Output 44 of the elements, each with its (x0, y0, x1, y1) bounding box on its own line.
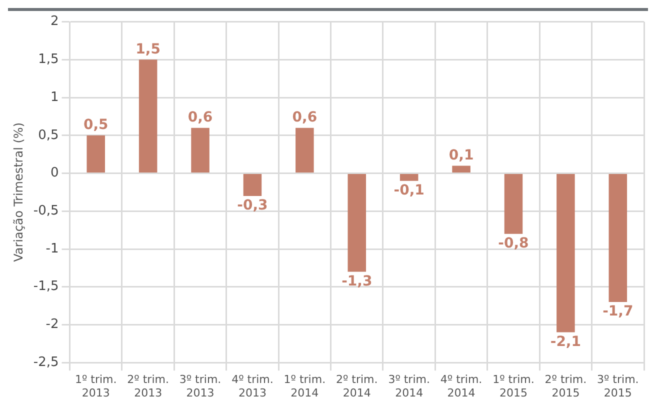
data-label: 0,6 (188, 109, 213, 126)
bar (138, 60, 158, 173)
bar (243, 174, 262, 196)
bar (296, 128, 314, 173)
bar (556, 174, 575, 332)
x-tick-label: 4º trim. 2014 (440, 373, 482, 400)
data-label: -0,1 (394, 182, 424, 198)
data-label: 0,6 (292, 109, 318, 126)
x-tick-label: 1º trim. 2015 (492, 373, 534, 400)
bar (452, 166, 470, 173)
x-tick-label: 2º trim. 2014 (336, 373, 378, 400)
bar (504, 174, 523, 234)
y-axis-title: Variação Trimestral (%) (11, 122, 26, 262)
y-tick-label: -1,5 (33, 279, 59, 294)
y-tick-label: 0,5 (38, 128, 59, 143)
data-label: 0,1 (448, 147, 474, 164)
y-tick-label: 1,5 (38, 52, 59, 68)
x-tick-label: 3º trim. 2013 (179, 373, 222, 400)
x-tick-label: 3º trim. 2014 (388, 373, 430, 400)
x-tick-label: 2º trim. 2013 (127, 373, 169, 400)
y-tick-label: -0,5 (33, 204, 59, 219)
data-label: -1,3 (342, 273, 372, 290)
data-label: -0,8 (498, 235, 529, 252)
x-tick-label: 1º trim. 2014 (284, 373, 326, 400)
x-tick-label: 2º trim. 2015 (544, 373, 587, 400)
y-tick-label: 1 (50, 90, 59, 105)
bar (348, 174, 366, 272)
bar (608, 174, 628, 302)
y-tick-label: 0 (50, 166, 59, 181)
data-label: -1,7 (602, 304, 634, 320)
data-label: -2,1 (550, 334, 582, 350)
x-tick-label: 3º trim. 2015 (597, 373, 639, 400)
data-label: 1,5 (136, 41, 160, 58)
bar (191, 128, 210, 173)
x-tick-label: 1º trim. 2013 (74, 373, 117, 400)
y-tick-label: -1 (46, 241, 59, 256)
bar (400, 174, 418, 181)
y-tick-label: -2 (46, 317, 59, 332)
data-label: 0,5 (83, 117, 108, 134)
data-label: -0,3 (237, 198, 268, 214)
bar (86, 135, 106, 173)
x-tick-label: 4º trim. 2013 (232, 373, 274, 400)
y-tick-label: 2 (50, 14, 59, 30)
y-tick-label: -2,5 (33, 354, 59, 370)
